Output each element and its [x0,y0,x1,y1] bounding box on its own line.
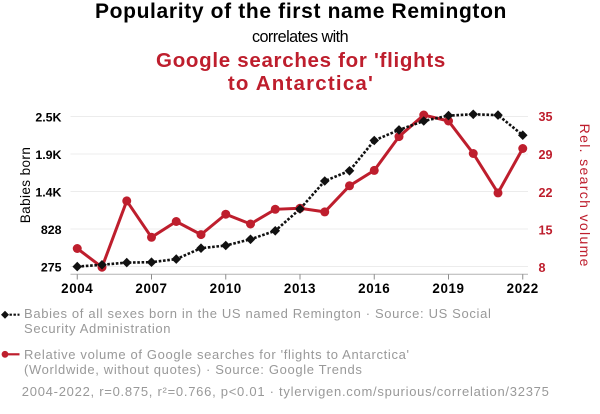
svg-text:828: 828 [41,223,62,237]
svg-text:29: 29 [539,148,553,162]
svg-text:2022: 2022 [507,281,539,296]
svg-text:2019: 2019 [432,281,464,296]
svg-text:1.4K: 1.4K [35,186,61,200]
svg-text:2004: 2004 [61,281,93,296]
svg-text:35: 35 [539,110,553,124]
svg-text:2013: 2013 [284,281,316,296]
svg-text:Rel. search volume: Rel. search volume [577,124,593,268]
svg-text:2010: 2010 [210,281,242,296]
svg-text:2016: 2016 [358,281,390,296]
svg-text:2.5K: 2.5K [35,111,61,125]
svg-text:275: 275 [41,261,62,275]
svg-text:2007: 2007 [135,281,167,296]
svg-text:22: 22 [539,186,553,200]
svg-text:1.9K: 1.9K [35,148,61,162]
svg-text:8: 8 [539,261,546,275]
svg-text:Babies born: Babies born [18,147,33,223]
svg-text:15: 15 [539,223,553,237]
